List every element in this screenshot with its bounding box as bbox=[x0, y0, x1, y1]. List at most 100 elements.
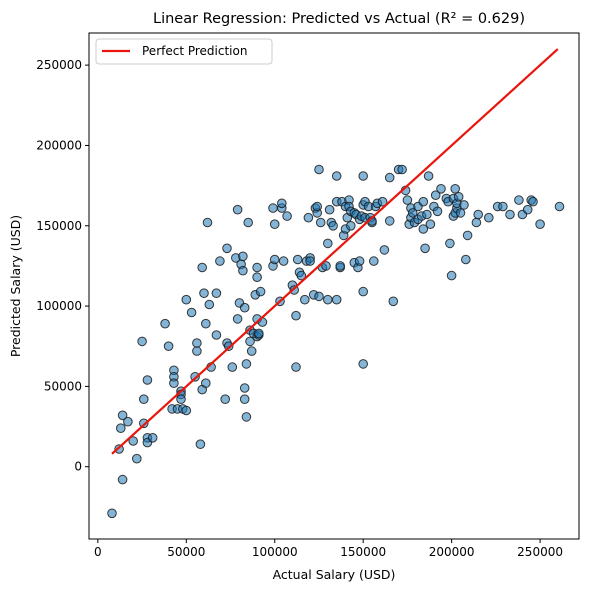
data-point bbox=[160, 318, 170, 329]
data-point bbox=[354, 256, 365, 266]
data-point bbox=[321, 261, 331, 271]
data-point bbox=[484, 212, 494, 223]
data-point bbox=[505, 209, 515, 220]
data-point bbox=[369, 256, 379, 266]
data-point bbox=[253, 328, 264, 339]
data-point bbox=[402, 195, 413, 205]
data-point bbox=[202, 217, 213, 228]
data-point bbox=[498, 201, 508, 212]
data-point bbox=[323, 238, 333, 249]
data-point bbox=[239, 383, 250, 393]
data-point bbox=[303, 212, 314, 223]
data-point bbox=[323, 294, 333, 305]
data-point bbox=[514, 195, 524, 205]
data-point bbox=[128, 436, 138, 446]
x-tick-label: 250000 bbox=[517, 545, 563, 559]
data-point bbox=[384, 172, 395, 183]
data-point bbox=[397, 164, 407, 175]
y-tick-label: 100000 bbox=[36, 299, 82, 313]
data-point bbox=[269, 254, 280, 265]
data-point bbox=[315, 217, 326, 228]
legend-box bbox=[95, 38, 273, 65]
plot-area bbox=[89, 33, 579, 539]
data-point bbox=[195, 439, 206, 450]
data-point bbox=[147, 433, 158, 443]
data-point bbox=[139, 394, 149, 405]
data-point bbox=[239, 302, 250, 313]
data-point bbox=[176, 394, 186, 405]
data-point bbox=[425, 219, 436, 229]
data-point bbox=[459, 200, 469, 210]
data-point bbox=[211, 288, 222, 299]
data-point bbox=[346, 221, 356, 231]
data-point bbox=[232, 204, 243, 215]
data-point bbox=[211, 330, 222, 340]
data-point bbox=[453, 192, 464, 202]
data-point bbox=[535, 219, 545, 229]
data-point bbox=[312, 201, 323, 212]
data-point bbox=[241, 412, 252, 422]
data-point bbox=[324, 204, 335, 215]
data-point bbox=[471, 217, 482, 228]
data-point bbox=[132, 453, 142, 464]
data-point bbox=[137, 336, 147, 347]
data-point bbox=[436, 184, 446, 194]
data-point bbox=[328, 221, 338, 231]
data-point bbox=[117, 410, 128, 421]
data-point bbox=[227, 362, 238, 372]
data-point bbox=[418, 196, 429, 207]
data-point bbox=[252, 262, 262, 273]
data-point bbox=[241, 359, 252, 369]
data-point bbox=[331, 171, 342, 181]
data-point bbox=[296, 270, 307, 281]
data-point bbox=[305, 256, 315, 266]
x-tick-label: 50000 bbox=[167, 545, 205, 559]
data-point bbox=[192, 338, 202, 348]
data-point bbox=[335, 261, 346, 271]
y-tick-label: 150000 bbox=[36, 219, 82, 233]
x-tick-label: 0 bbox=[94, 545, 102, 559]
data-point bbox=[314, 164, 324, 175]
data-point bbox=[197, 262, 207, 273]
data-point bbox=[446, 270, 457, 281]
data-point bbox=[450, 184, 461, 194]
data-point bbox=[314, 291, 324, 302]
data-point bbox=[388, 296, 399, 307]
data-point bbox=[142, 375, 153, 385]
perfect-prediction-line bbox=[111, 48, 559, 455]
data-point bbox=[379, 245, 390, 255]
x-tick-label: 100000 bbox=[252, 545, 298, 559]
data-point bbox=[255, 286, 266, 297]
data-point bbox=[358, 286, 369, 297]
data-point bbox=[291, 310, 301, 321]
data-point bbox=[528, 196, 538, 207]
data-point bbox=[117, 474, 128, 485]
data-point bbox=[239, 394, 250, 405]
data-point bbox=[215, 256, 225, 266]
data-point bbox=[163, 341, 174, 352]
data-point bbox=[358, 171, 369, 181]
data-point bbox=[268, 203, 278, 213]
data-point bbox=[407, 208, 418, 218]
data-point bbox=[199, 288, 209, 299]
data-point bbox=[282, 211, 292, 221]
data-point bbox=[432, 206, 443, 217]
data-point bbox=[292, 254, 303, 265]
data-point bbox=[384, 216, 395, 226]
data-point bbox=[238, 265, 248, 276]
data-point bbox=[377, 196, 388, 207]
data-point bbox=[220, 394, 230, 405]
data-point bbox=[554, 201, 565, 212]
data-point bbox=[169, 378, 179, 389]
data-point bbox=[222, 243, 232, 254]
data-point bbox=[422, 209, 432, 220]
chart-title: Linear Regression: Predicted vs Actual (… bbox=[153, 11, 525, 27]
data-point bbox=[201, 378, 211, 389]
data-point bbox=[522, 204, 533, 215]
data-point bbox=[243, 217, 253, 228]
y-tick-label: 250000 bbox=[36, 58, 82, 72]
legend: Perfect Prediction bbox=[95, 38, 273, 65]
data-point bbox=[246, 346, 257, 356]
data-point bbox=[473, 209, 484, 220]
